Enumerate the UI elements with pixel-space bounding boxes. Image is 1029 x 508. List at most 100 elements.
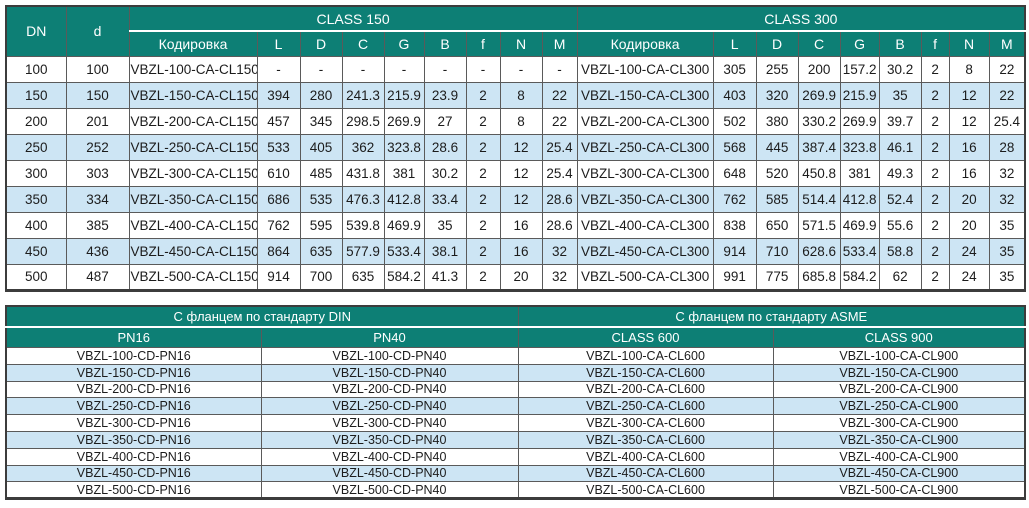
cl300-l-cell: 502: [712, 107, 757, 135]
cl150-n-cell: 16: [499, 237, 543, 265]
class900-code-cell: VBZL-200-CA-CL900: [772, 380, 1026, 399]
cl150-n-cell: 16: [499, 211, 543, 239]
cl150-c-cell: 298.5: [341, 107, 385, 135]
cl300-b-cell: 55.6: [878, 211, 922, 239]
cl300-b-cell: 46.1: [878, 133, 922, 161]
dn-cell: 200: [5, 107, 67, 135]
cl300-code-cell: VBZL-450-CA-CL300: [576, 237, 714, 265]
cl150-b-cell: 41.3: [423, 263, 467, 291]
class600-code-cell: VBZL-300-CA-CL600: [517, 414, 774, 432]
flange-codes-table: С фланцем по стандарту DIN С фланцем по …: [5, 304, 1027, 501]
pn16-code-cell: VBZL-450-CD-PN16: [5, 464, 262, 483]
cl300-m-cell: 35: [988, 237, 1026, 265]
class900-code-cell: VBZL-500-CA-CL900: [772, 481, 1026, 500]
cl150-c-cell: 539.8: [341, 211, 385, 239]
cl150-f-cell: -: [465, 55, 501, 83]
cl150-d-cell: 535: [299, 185, 343, 213]
column-header-cl150-l: L: [256, 30, 301, 57]
cl300-l-cell: 305: [712, 55, 757, 83]
cl150-c-cell: 362: [341, 133, 385, 161]
cl300-d-cell: 320: [755, 81, 799, 109]
cl150-l-cell: 457: [256, 107, 301, 135]
cl300-d-cell: 650: [755, 211, 799, 239]
cl150-code-cell: VBZL-500-CA-CL150: [128, 263, 258, 291]
cl150-n-cell: 20: [499, 263, 543, 291]
cl150-d-cell: -: [299, 55, 343, 83]
table-row: 250 252 VBZL-250-CA-CL150 533 405 362 32…: [5, 133, 1026, 161]
pn40-code-cell: VBZL-100-CD-PN40: [260, 347, 519, 365]
column-header-cl150-n: N: [499, 30, 543, 57]
pn16-code-cell: VBZL-400-CD-PN16: [5, 447, 262, 466]
cl300-g-cell: 157.2: [839, 55, 880, 83]
cl150-g-cell: 215.9: [383, 81, 425, 109]
pn16-code-cell: VBZL-250-CD-PN16: [5, 397, 262, 416]
column-header-pn40: PN40: [260, 326, 519, 348]
cl300-l-cell: 403: [712, 81, 757, 109]
column-header-cl150-f: f: [465, 30, 501, 57]
column-header-cl300-code: Кодировка: [576, 30, 714, 57]
cl300-b-cell: 62: [878, 263, 922, 291]
cl300-c-cell: 685.8: [797, 263, 841, 291]
cl150-b-cell: -: [423, 55, 467, 83]
column-header-class900: CLASS 900: [772, 326, 1026, 348]
cl300-g-cell: 381: [839, 159, 880, 187]
cl300-code-cell: VBZL-300-CA-CL300: [576, 159, 714, 187]
cl150-l-cell: 394: [256, 81, 301, 109]
cl300-d-cell: 380: [755, 107, 799, 135]
table-row: VBZL-300-CD-PN16 VBZL-300-CD-PN40 VBZL-3…: [5, 414, 1026, 432]
pn40-code-cell: VBZL-450-CD-PN40: [260, 464, 519, 483]
pn16-code-cell: VBZL-350-CD-PN16: [5, 430, 262, 449]
cl150-c-cell: 431.8: [341, 159, 385, 187]
cl300-c-cell: 269.9: [797, 81, 841, 109]
column-header-cl150-g: G: [383, 30, 425, 57]
cl300-g-cell: 412.8: [839, 185, 880, 213]
cl300-c-cell: 330.2: [797, 107, 841, 135]
dn-cell: 500: [5, 263, 67, 291]
cl300-b-cell: 30.2: [878, 55, 922, 83]
cl300-n-cell: 8: [948, 55, 990, 83]
cl300-f-cell: 2: [920, 107, 950, 135]
column-header-cl300-c: C: [797, 30, 841, 57]
cl150-l-cell: 914: [256, 263, 301, 291]
cl150-m-cell: 28.6: [541, 185, 578, 213]
cl300-c-cell: 628.6: [797, 237, 841, 265]
cl150-f-cell: 2: [465, 263, 501, 291]
cl300-code-cell: VBZL-350-CA-CL300: [576, 185, 714, 213]
cl150-n-cell: 12: [499, 159, 543, 187]
cl300-m-cell: 28: [988, 133, 1026, 161]
cl300-m-cell: 35: [988, 263, 1026, 291]
cl300-n-cell: 16: [948, 133, 990, 161]
cl150-m-cell: 25.4: [541, 133, 578, 161]
pn16-code-cell: VBZL-100-CD-PN16: [5, 347, 262, 365]
dn-cell: 350: [5, 185, 67, 213]
pn40-code-cell: VBZL-250-CD-PN40: [260, 397, 519, 416]
class600-code-cell: VBZL-250-CA-CL600: [517, 397, 774, 416]
cl150-d-cell: 595: [299, 211, 343, 239]
cl150-code-cell: VBZL-400-CA-CL150: [128, 211, 258, 239]
column-header-cl300-n: N: [948, 30, 990, 57]
pn40-code-cell: VBZL-500-CD-PN40: [260, 481, 519, 500]
table-row: VBZL-350-CD-PN16 VBZL-350-CD-PN40 VBZL-3…: [5, 430, 1026, 449]
table-row: VBZL-150-CD-PN16 VBZL-150-CD-PN40 VBZL-1…: [5, 363, 1026, 382]
cl150-l-cell: 610: [256, 159, 301, 187]
cl150-d-cell: 485: [299, 159, 343, 187]
class900-code-cell: VBZL-350-CA-CL900: [772, 430, 1026, 449]
cl300-l-cell: 762: [712, 185, 757, 213]
cl150-f-cell: 2: [465, 237, 501, 265]
dn-cell: 150: [5, 81, 67, 109]
group-header-class300: CLASS 300: [576, 5, 1026, 32]
d-cell: 303: [65, 159, 130, 187]
cl150-f-cell: 2: [465, 133, 501, 161]
pn40-code-cell: VBZL-400-CD-PN40: [260, 447, 519, 466]
cl300-c-cell: 200: [797, 55, 841, 83]
cl150-code-cell: VBZL-250-CA-CL150: [128, 133, 258, 161]
cl150-c-cell: 635: [341, 263, 385, 291]
pn40-code-cell: VBZL-200-CD-PN40: [260, 380, 519, 399]
cl150-b-cell: 38.1: [423, 237, 467, 265]
cl150-g-cell: 412.8: [383, 185, 425, 213]
table-row: VBZL-100-CD-PN16 VBZL-100-CD-PN40 VBZL-1…: [5, 347, 1026, 365]
pn16-code-cell: VBZL-300-CD-PN16: [5, 414, 262, 432]
d-cell: 252: [65, 133, 130, 161]
d-cell: 150: [65, 81, 130, 109]
column-header-dn: DN: [5, 5, 67, 57]
